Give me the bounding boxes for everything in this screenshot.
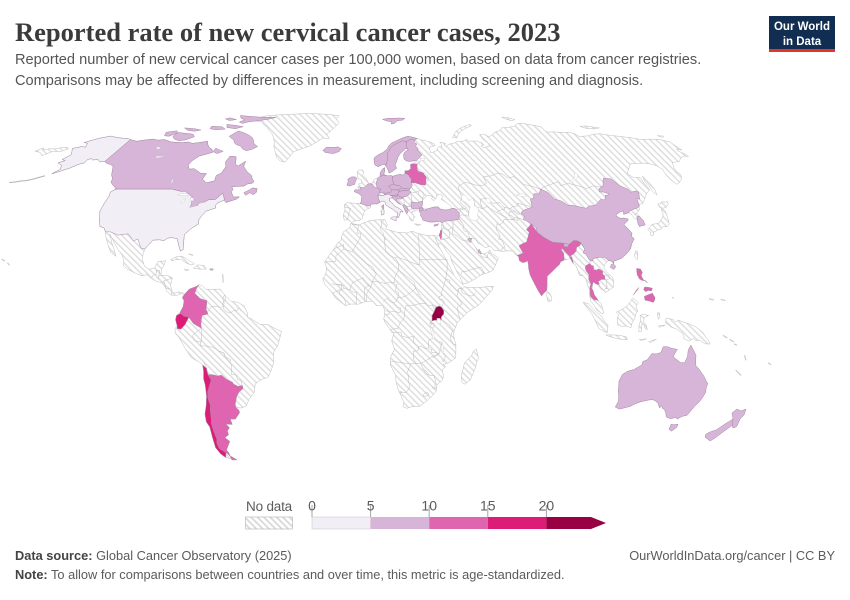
svg-text:10: 10 (421, 498, 437, 514)
svg-text:20: 20 (539, 498, 555, 514)
svg-text:5: 5 (367, 498, 375, 514)
svg-text:15: 15 (480, 498, 496, 514)
svg-text:No data: No data (246, 499, 293, 514)
svg-text:0: 0 (308, 498, 316, 514)
